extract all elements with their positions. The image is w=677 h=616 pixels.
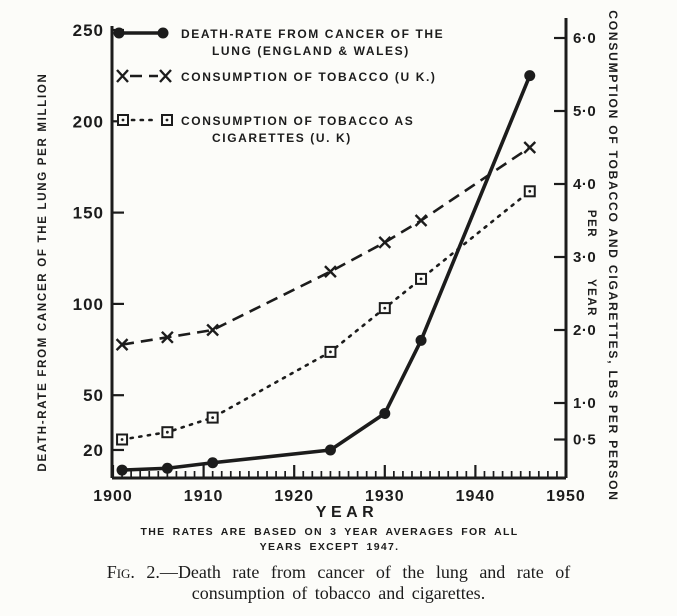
legend-label-death-rate-line2: LUNG (ENGLAND & WALES) xyxy=(212,44,410,58)
legend-label-death-rate-line1: DEATH-RATE FROM CANCER OF THE xyxy=(181,27,444,41)
data-point-circle xyxy=(415,334,427,346)
figure-chart: 250 200 150 100 50 20 6·0 5·0 4·0 3·0 2·0 1·0 0·5 190… xyxy=(37,10,620,521)
data-point-square-dot xyxy=(383,306,387,310)
data-point-square-dot xyxy=(120,438,124,441)
x-axis-tick-label: 1900 xyxy=(93,488,133,505)
data-point-square-dot xyxy=(211,416,215,419)
right-axis-title: CONSUMPTION OF TOBACCO AND CIGARETTES, L… xyxy=(606,10,620,501)
left-axis-tick-label: 50 xyxy=(83,386,104,405)
data-point-x xyxy=(206,323,220,337)
data-point-x xyxy=(414,214,428,227)
legend-label-cigarettes-line2: CIGARETTES (U. K) xyxy=(212,131,352,145)
caption-line2: consumption of tobacco and cigarettes. xyxy=(191,583,486,603)
legend-item-tobacco: CONSUMPTION OF TOBACCO (U K.) xyxy=(116,69,437,84)
x-axis-tick-label: 1910 xyxy=(184,488,224,505)
data-point-square-dot xyxy=(528,189,532,193)
right-axis-title-year: YEAR xyxy=(585,279,597,317)
x-axis-tick-label: 1920 xyxy=(274,488,314,505)
footnote-line2: YEARS EXCEPT 1947. xyxy=(259,541,400,553)
right-axis-tick-label: 6·0 xyxy=(573,30,596,47)
right-axis-tick-label: 5·0 xyxy=(573,103,596,120)
left-axis-tick-label: 100 xyxy=(73,295,104,314)
data-point-circle xyxy=(324,444,336,456)
x-axis-tick-label: 1950 xyxy=(546,488,586,505)
x-axis-tick-label: 1940 xyxy=(456,488,496,505)
right-axis-tick-label: 0·5 xyxy=(573,432,596,449)
figure-caption: Fig. 2.—Death rate from cancer of the lu… xyxy=(0,562,677,604)
caption-line1: Fig. 2.—Death rate from cancer of the lu… xyxy=(0,562,677,583)
filled-circle-icon xyxy=(113,27,125,39)
right-axis-tick-label: 1·0 xyxy=(573,395,596,412)
left-axis-tick-label: 250 xyxy=(73,21,104,40)
data-point-x xyxy=(324,265,337,278)
caption-line1-text: Death rate from cancer of the lung and r… xyxy=(177,562,571,582)
left-axis-tick-label: 200 xyxy=(73,112,104,131)
square-center-dot-icon xyxy=(165,118,169,122)
right-axis-title-per: PER xyxy=(585,210,597,238)
right-axis-tick-label: 3·0 xyxy=(573,249,596,266)
series-line-dashed xyxy=(121,146,531,346)
legend-label-cigarettes-line1: CONSUMPTION OF TOBACCO AS xyxy=(181,114,414,128)
caption-fig-label: Fig. 2.— xyxy=(106,562,178,582)
data-point-circle xyxy=(116,464,128,476)
x-axis-tick-label: 1930 xyxy=(365,488,405,505)
legend-item-cigarettes: CONSUMPTION OF TOBACCO AS CIGARETTES (U.… xyxy=(117,114,414,145)
data-point-x xyxy=(115,338,129,351)
left-axis-tick-label: 150 xyxy=(73,204,104,223)
data-point-circle xyxy=(161,462,173,474)
left-axis-tick-label: 20 xyxy=(83,441,104,460)
data-point-x xyxy=(161,330,174,344)
footnote-line1: THE RATES ARE BASED ON 3 YEAR AVERAGES F… xyxy=(140,526,519,538)
x-axis-title: YEAR xyxy=(316,504,378,521)
legend-label-tobacco: CONSUMPTION OF TOBACCO (U K.) xyxy=(181,70,437,84)
data-point-square-dot xyxy=(419,277,423,281)
right-axis-tick-label: 2·0 xyxy=(573,322,596,339)
data-point-circle xyxy=(524,70,536,82)
data-point-circle xyxy=(207,457,219,469)
square-center-dot-icon xyxy=(121,118,125,122)
plot-generated: 250 200 150 100 50 20 6·0 5·0 4·0 3·0 2·0 1·0 0·5 190… xyxy=(73,18,596,505)
legend-item-death-rate: DEATH-RATE FROM CANCER OF THE LUNG (ENGL… xyxy=(113,27,444,58)
data-point-x xyxy=(523,141,537,154)
filled-circle-icon xyxy=(157,27,169,39)
x-marker-icon xyxy=(159,69,172,83)
right-axis-tick-label: 4·0 xyxy=(573,176,596,193)
legend: DEATH-RATE FROM CANCER OF THE LUNG (ENGL… xyxy=(113,27,444,145)
data-point-square-dot xyxy=(329,350,332,354)
footnote: THE RATES ARE BASED ON 3 YEAR AVERAGES F… xyxy=(0,525,677,555)
data-point-x xyxy=(378,236,392,249)
x-marker-icon xyxy=(116,69,129,83)
data-point-square-dot xyxy=(165,430,169,434)
data-point-circle xyxy=(379,407,391,419)
left-axis-title: DEATH-RATE FROM CANCER OF THE LUNG PER M… xyxy=(37,72,49,471)
